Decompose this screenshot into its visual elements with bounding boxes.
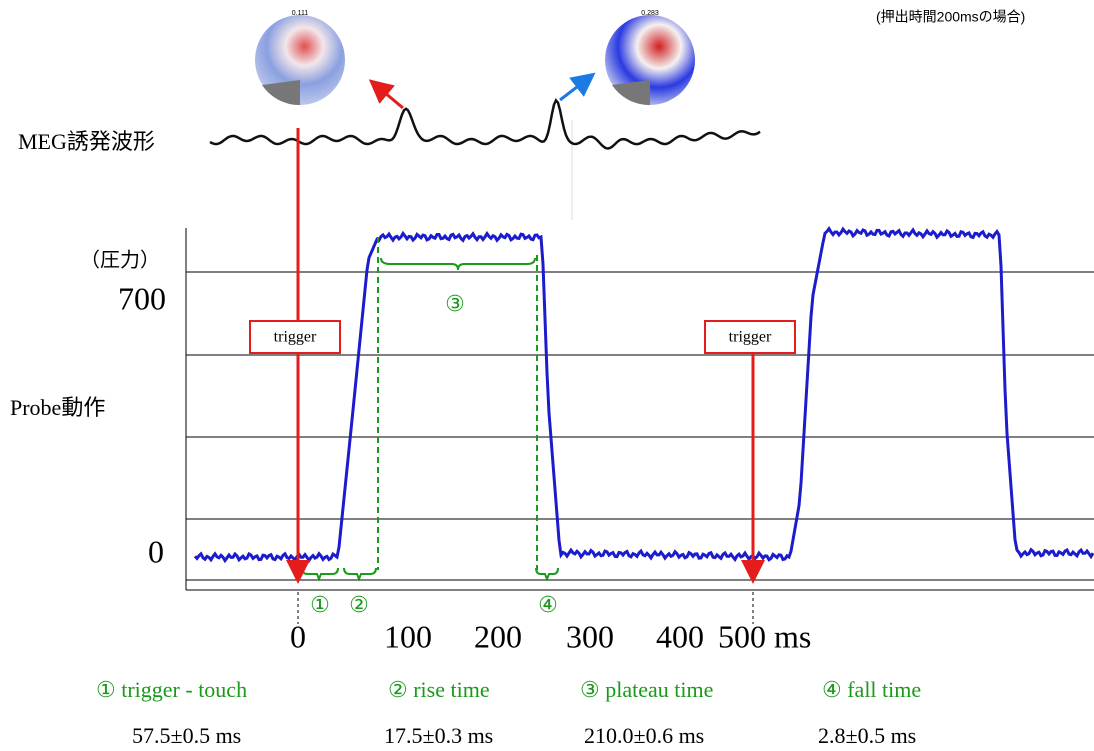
meg-waveform bbox=[210, 100, 760, 148]
head-value: 0.111 bbox=[292, 10, 309, 17]
meg-label: MEG誘発波形 bbox=[18, 129, 155, 154]
y-label: 0 bbox=[148, 533, 164, 569]
arrow bbox=[378, 87, 403, 108]
head-map: 0.283 bbox=[605, 10, 695, 105]
pressure-unit: （圧力） bbox=[80, 249, 160, 272]
probe-label: Probe動作 bbox=[10, 395, 105, 420]
x-label: 300 bbox=[566, 618, 614, 654]
result: 57.5±0.5 ms bbox=[132, 723, 241, 748]
legend-item: ④ fall time bbox=[822, 677, 921, 702]
result: 2.8±0.5 ms bbox=[818, 723, 916, 748]
head-value: 0.283 bbox=[641, 10, 659, 17]
trigger-label: trigger bbox=[274, 329, 317, 346]
marker: ① bbox=[310, 592, 330, 617]
results: 57.5±0.5 ms 17.5±0.3 ms 210.0±0.6 ms 2.8… bbox=[132, 723, 916, 748]
x-label: 400 bbox=[656, 618, 704, 654]
probe-waveform bbox=[195, 229, 1093, 561]
legend-item: ③ plateau time bbox=[580, 677, 713, 702]
legend-item: ① trigger - touch bbox=[96, 677, 247, 702]
marker: ④ bbox=[538, 592, 558, 617]
result: 17.5±0.3 ms bbox=[384, 723, 493, 748]
trigger-label: trigger bbox=[729, 329, 772, 346]
marker: ③ bbox=[445, 291, 465, 316]
x-label: 100 bbox=[384, 618, 432, 654]
y-label: 700 bbox=[118, 280, 166, 316]
marker: ② bbox=[349, 592, 369, 617]
head-map: 0.111 bbox=[255, 10, 345, 105]
plot-frame bbox=[186, 228, 1094, 590]
x-label: 200 bbox=[474, 618, 522, 654]
legend-item: ② rise time bbox=[388, 677, 490, 702]
legend: ① trigger - touch ② rise time ③ plateau … bbox=[96, 677, 921, 702]
note: (押出時間200msの場合) bbox=[876, 9, 1025, 25]
x-label: 0 bbox=[290, 618, 306, 654]
result: 210.0±0.6 ms bbox=[584, 723, 704, 748]
x-axis-labels: 0 100 200 300 400 500 ms bbox=[290, 618, 811, 654]
arrow bbox=[560, 80, 586, 100]
page: (押出時間200msの場合) 0.111 0.283 MEG誘発波形 （圧力） … bbox=[0, 0, 1094, 751]
x-label: 500 ms bbox=[718, 618, 811, 654]
figure: (押出時間200msの場合) 0.111 0.283 MEG誘発波形 （圧力） … bbox=[0, 0, 1094, 751]
